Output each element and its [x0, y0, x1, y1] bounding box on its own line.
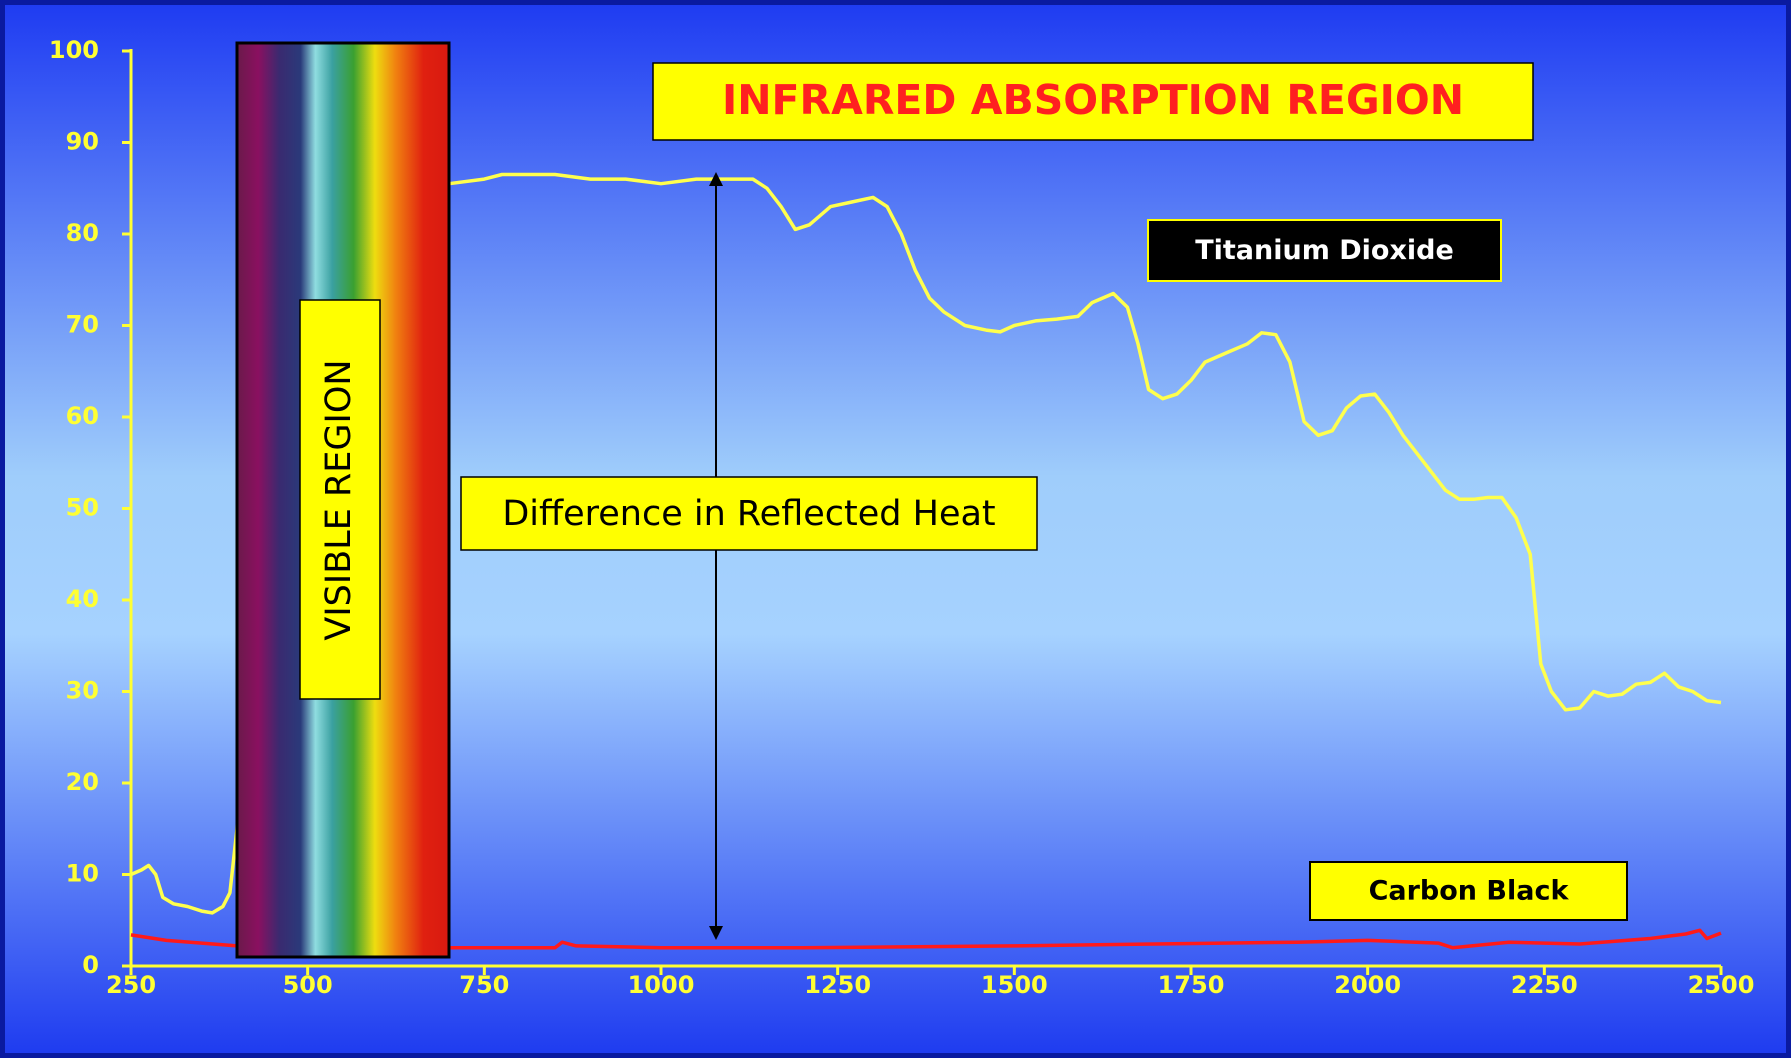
y-tick-label: 40: [66, 585, 99, 613]
y-tick-label: 50: [66, 494, 99, 522]
x-tick-label: 2250: [1511, 971, 1578, 999]
x-tick-label: 2500: [1688, 971, 1755, 999]
x-tick-label: 750: [459, 971, 509, 999]
difference-arrow: [709, 172, 723, 940]
title-box: [652, 62, 1534, 141]
y-tick-label: 10: [66, 860, 99, 888]
x-tick-label: 1000: [628, 971, 695, 999]
y-tick-label: 60: [66, 402, 99, 430]
legend-box: [1147, 219, 1502, 282]
x-tick-label: 1750: [1158, 971, 1225, 999]
x-tick-label: 1250: [804, 971, 871, 999]
legend-box: [1309, 861, 1628, 921]
y-tick-label: 0: [82, 951, 99, 979]
y-tick-label: 100: [49, 36, 99, 64]
y-tick-label: 70: [66, 311, 99, 339]
annotation-box: [460, 476, 1038, 551]
y-tick-label: 90: [66, 128, 99, 156]
visible-label-box: [299, 299, 381, 700]
chart-title: INFRARED ABSORPTION REGION: [722, 76, 1464, 124]
x-tick-label: 2000: [1334, 971, 1401, 999]
visible-label: VISIBLE REGION: [319, 359, 359, 640]
x-tick-label: 1500: [981, 971, 1048, 999]
y-tick-label: 30: [66, 677, 99, 705]
y-tick-label: 80: [66, 219, 99, 247]
x-tick-label: 250: [106, 971, 156, 999]
y-tick-label: 20: [66, 768, 99, 796]
legend-label: Titanium Dioxide: [1195, 235, 1454, 266]
legend-label: Carbon Black: [1369, 876, 1570, 907]
x-tick-label: 500: [283, 971, 333, 999]
annotation: Difference in Reflected Heat: [502, 494, 995, 534]
